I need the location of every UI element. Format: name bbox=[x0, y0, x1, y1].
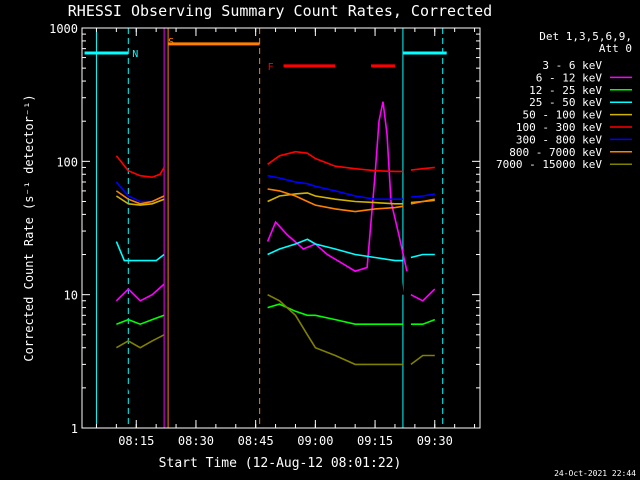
y-tick-label-0: 1 bbox=[71, 422, 78, 436]
series-line-6-seg-1 bbox=[267, 174, 403, 200]
series-line-8-seg-1 bbox=[267, 293, 403, 366]
chart-title: RHESSI Observing Summary Count Rates, Co… bbox=[68, 2, 492, 20]
series-line-3-seg-0 bbox=[115, 241, 165, 262]
legend-label-2: 12 - 25 keV bbox=[529, 84, 602, 97]
series-line-3-seg-2 bbox=[410, 253, 435, 259]
series-line-5-seg-1 bbox=[267, 150, 403, 173]
x-axis-label: Start Time (12-Aug-12 08:01:22) bbox=[159, 456, 402, 471]
footer-date: 24-Oct-2021 22:44 bbox=[554, 469, 636, 478]
legend-header-1: Att 0 bbox=[599, 42, 632, 55]
series-line-0-seg-2 bbox=[406, 364, 432, 418]
annotation-label-9: F bbox=[268, 62, 274, 73]
series-line-3-seg-1 bbox=[267, 238, 403, 262]
series-line-1-seg-1 bbox=[266, 101, 408, 273]
y-tick-label-2: 100 bbox=[56, 155, 78, 169]
y-tick-label-1: 10 bbox=[64, 289, 78, 303]
series-line-7-seg-0 bbox=[115, 190, 165, 205]
y-axis: 1 10 100 1000 bbox=[49, 22, 480, 436]
x-tick-label-1: 08:30 bbox=[178, 434, 214, 448]
legend-label-5: 100 - 300 keV bbox=[516, 121, 602, 134]
legend-label-7: 800 - 7000 keV bbox=[509, 146, 602, 159]
x-tick-label-0: 08:15 bbox=[118, 434, 154, 448]
series-line-5-seg-2 bbox=[410, 166, 435, 171]
series-line-5-seg-0 bbox=[115, 155, 165, 179]
series-line-7-seg-2 bbox=[410, 198, 435, 205]
x-axis: 08:15 08:30 08:45 09:00 09:15 09:30 bbox=[95, 28, 476, 448]
x-tick-label-5: 09:30 bbox=[417, 434, 453, 448]
x-tick-label-4: 09:15 bbox=[357, 434, 393, 448]
y-axis-label: Corrected Count Rate (s⁻¹ detector⁻¹) bbox=[22, 94, 36, 361]
series-line-7-seg-1 bbox=[267, 188, 404, 213]
legend-label-6: 300 - 800 keV bbox=[516, 133, 602, 146]
series-line-1-seg-2 bbox=[410, 288, 436, 302]
series-line-4-seg-0 bbox=[115, 195, 165, 206]
legend-label-1: 6 - 12 keV bbox=[536, 71, 603, 84]
x-tick-label-2: 08:45 bbox=[238, 434, 274, 448]
legend-header-0: Det 1,3,5,6,9, bbox=[539, 30, 632, 43]
series-line-8-seg-0 bbox=[116, 334, 165, 349]
series-line-4-seg-1 bbox=[267, 192, 403, 205]
series-line-1-seg-0 bbox=[115, 283, 165, 302]
x-tick-label-3: 09:00 bbox=[297, 434, 333, 448]
series-line-0-seg-0 bbox=[115, 364, 161, 424]
legend-label-8: 7000 - 15000 keV bbox=[496, 158, 602, 171]
legend-label-3: 25 - 50 keV bbox=[529, 96, 602, 109]
annotation-label-3: N bbox=[132, 49, 138, 60]
series-line-2-seg-0 bbox=[116, 314, 165, 326]
y-tick-label-3: 1000 bbox=[49, 22, 78, 36]
legend-label-0: 3 - 6 keV bbox=[542, 59, 602, 72]
plot-frame bbox=[81, 27, 481, 429]
legend-label-4: 50 - 100 keV bbox=[523, 109, 603, 122]
series-line-8-seg-2 bbox=[410, 354, 435, 366]
plot-area: NSF bbox=[84, 28, 447, 428]
series-line-2-seg-2 bbox=[410, 318, 436, 326]
series-line-6-seg-2 bbox=[410, 193, 435, 198]
